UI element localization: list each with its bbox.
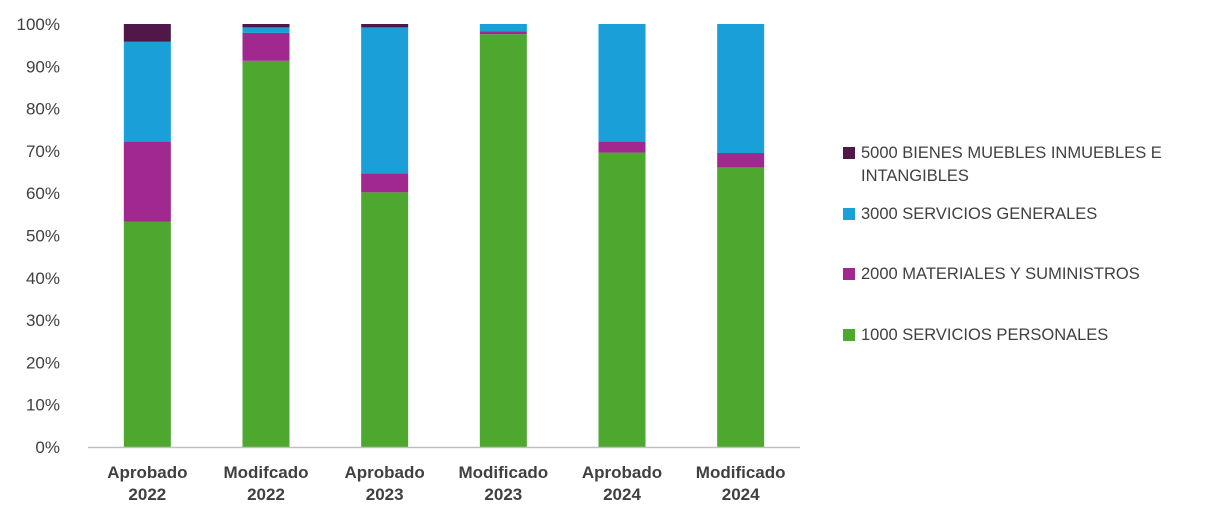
y-tick-label: 30% bbox=[26, 311, 60, 330]
bar-segment bbox=[361, 192, 409, 447]
bar-segment bbox=[123, 141, 171, 222]
x-tick-label: Aprobado bbox=[345, 463, 425, 482]
bars bbox=[123, 24, 765, 448]
legend-label: 5000 BIENES MUEBLES INMUEBLES E bbox=[861, 144, 1162, 162]
y-tick-label: 40% bbox=[26, 269, 60, 288]
y-tick-label: 90% bbox=[26, 57, 60, 76]
x-tick-label: Aprobado bbox=[582, 463, 662, 482]
bar-segment bbox=[479, 24, 527, 32]
legend-swatch bbox=[843, 208, 855, 220]
bar-segment bbox=[361, 173, 409, 193]
bar-segment bbox=[361, 27, 409, 174]
x-tick-label: 2023 bbox=[366, 485, 404, 504]
x-tick-label: 2024 bbox=[722, 485, 760, 504]
legend-label: 2000 MATERIALES Y SUMINISTROS bbox=[861, 265, 1140, 283]
bar-segment bbox=[717, 153, 765, 168]
bar-segment bbox=[598, 141, 646, 153]
bar-segment bbox=[361, 24, 409, 28]
x-tick-label: Modificado bbox=[696, 463, 786, 482]
legend-label: 1000 SERVICIOS PERSONALES bbox=[861, 326, 1108, 344]
x-tick-label: Modificado bbox=[458, 463, 548, 482]
x-tick-label: 2023 bbox=[484, 485, 522, 504]
y-tick-label: 20% bbox=[26, 353, 60, 372]
x-tick-label: Modifcado bbox=[224, 463, 309, 482]
bar-segment bbox=[598, 152, 646, 448]
y-axis: 0% 10% 20% 30% 40% 50% 60% 70% 80% 90% 100% bbox=[17, 15, 60, 457]
bar-segment bbox=[242, 27, 290, 33]
bar-segment bbox=[242, 32, 290, 61]
y-tick-label: 50% bbox=[26, 227, 60, 246]
bar-segment bbox=[242, 60, 290, 448]
legend-label: 3000 SERVICIOS GENERALES bbox=[861, 205, 1097, 223]
bar-segment bbox=[242, 24, 290, 28]
bar-segment bbox=[717, 167, 765, 447]
bar-segment bbox=[123, 221, 171, 447]
legend-swatch bbox=[843, 147, 855, 159]
bar-segment bbox=[717, 24, 765, 154]
bar-segment bbox=[479, 34, 527, 447]
x-tick-label: 2024 bbox=[603, 485, 641, 504]
legend-label: INTANGIBLES bbox=[861, 167, 969, 185]
bar-segment bbox=[598, 24, 646, 142]
x-tick-label: 2022 bbox=[247, 485, 285, 504]
x-tick-label: 2022 bbox=[128, 485, 166, 504]
x-axis: Aprobado 2022 Modifcado 2022 Aprobado 2023 Mod… bbox=[88, 446, 800, 504]
y-tick-label: 100% bbox=[17, 15, 60, 34]
x-tick-label: Aprobado bbox=[107, 463, 187, 482]
y-tick-label: 80% bbox=[26, 100, 60, 119]
bar-segment bbox=[479, 31, 527, 35]
bar-segment bbox=[123, 41, 171, 142]
bar-segment bbox=[123, 24, 171, 42]
legend: 5000 BIENES MUEBLES INMUEBLES E INTANGIBL… bbox=[843, 144, 1162, 344]
y-tick-label: 10% bbox=[26, 396, 60, 415]
legend-swatch bbox=[843, 329, 855, 341]
y-tick-label: 0% bbox=[35, 438, 60, 457]
legend-swatch bbox=[843, 268, 855, 280]
y-tick-label: 60% bbox=[26, 184, 60, 203]
y-tick-label: 70% bbox=[26, 142, 60, 161]
